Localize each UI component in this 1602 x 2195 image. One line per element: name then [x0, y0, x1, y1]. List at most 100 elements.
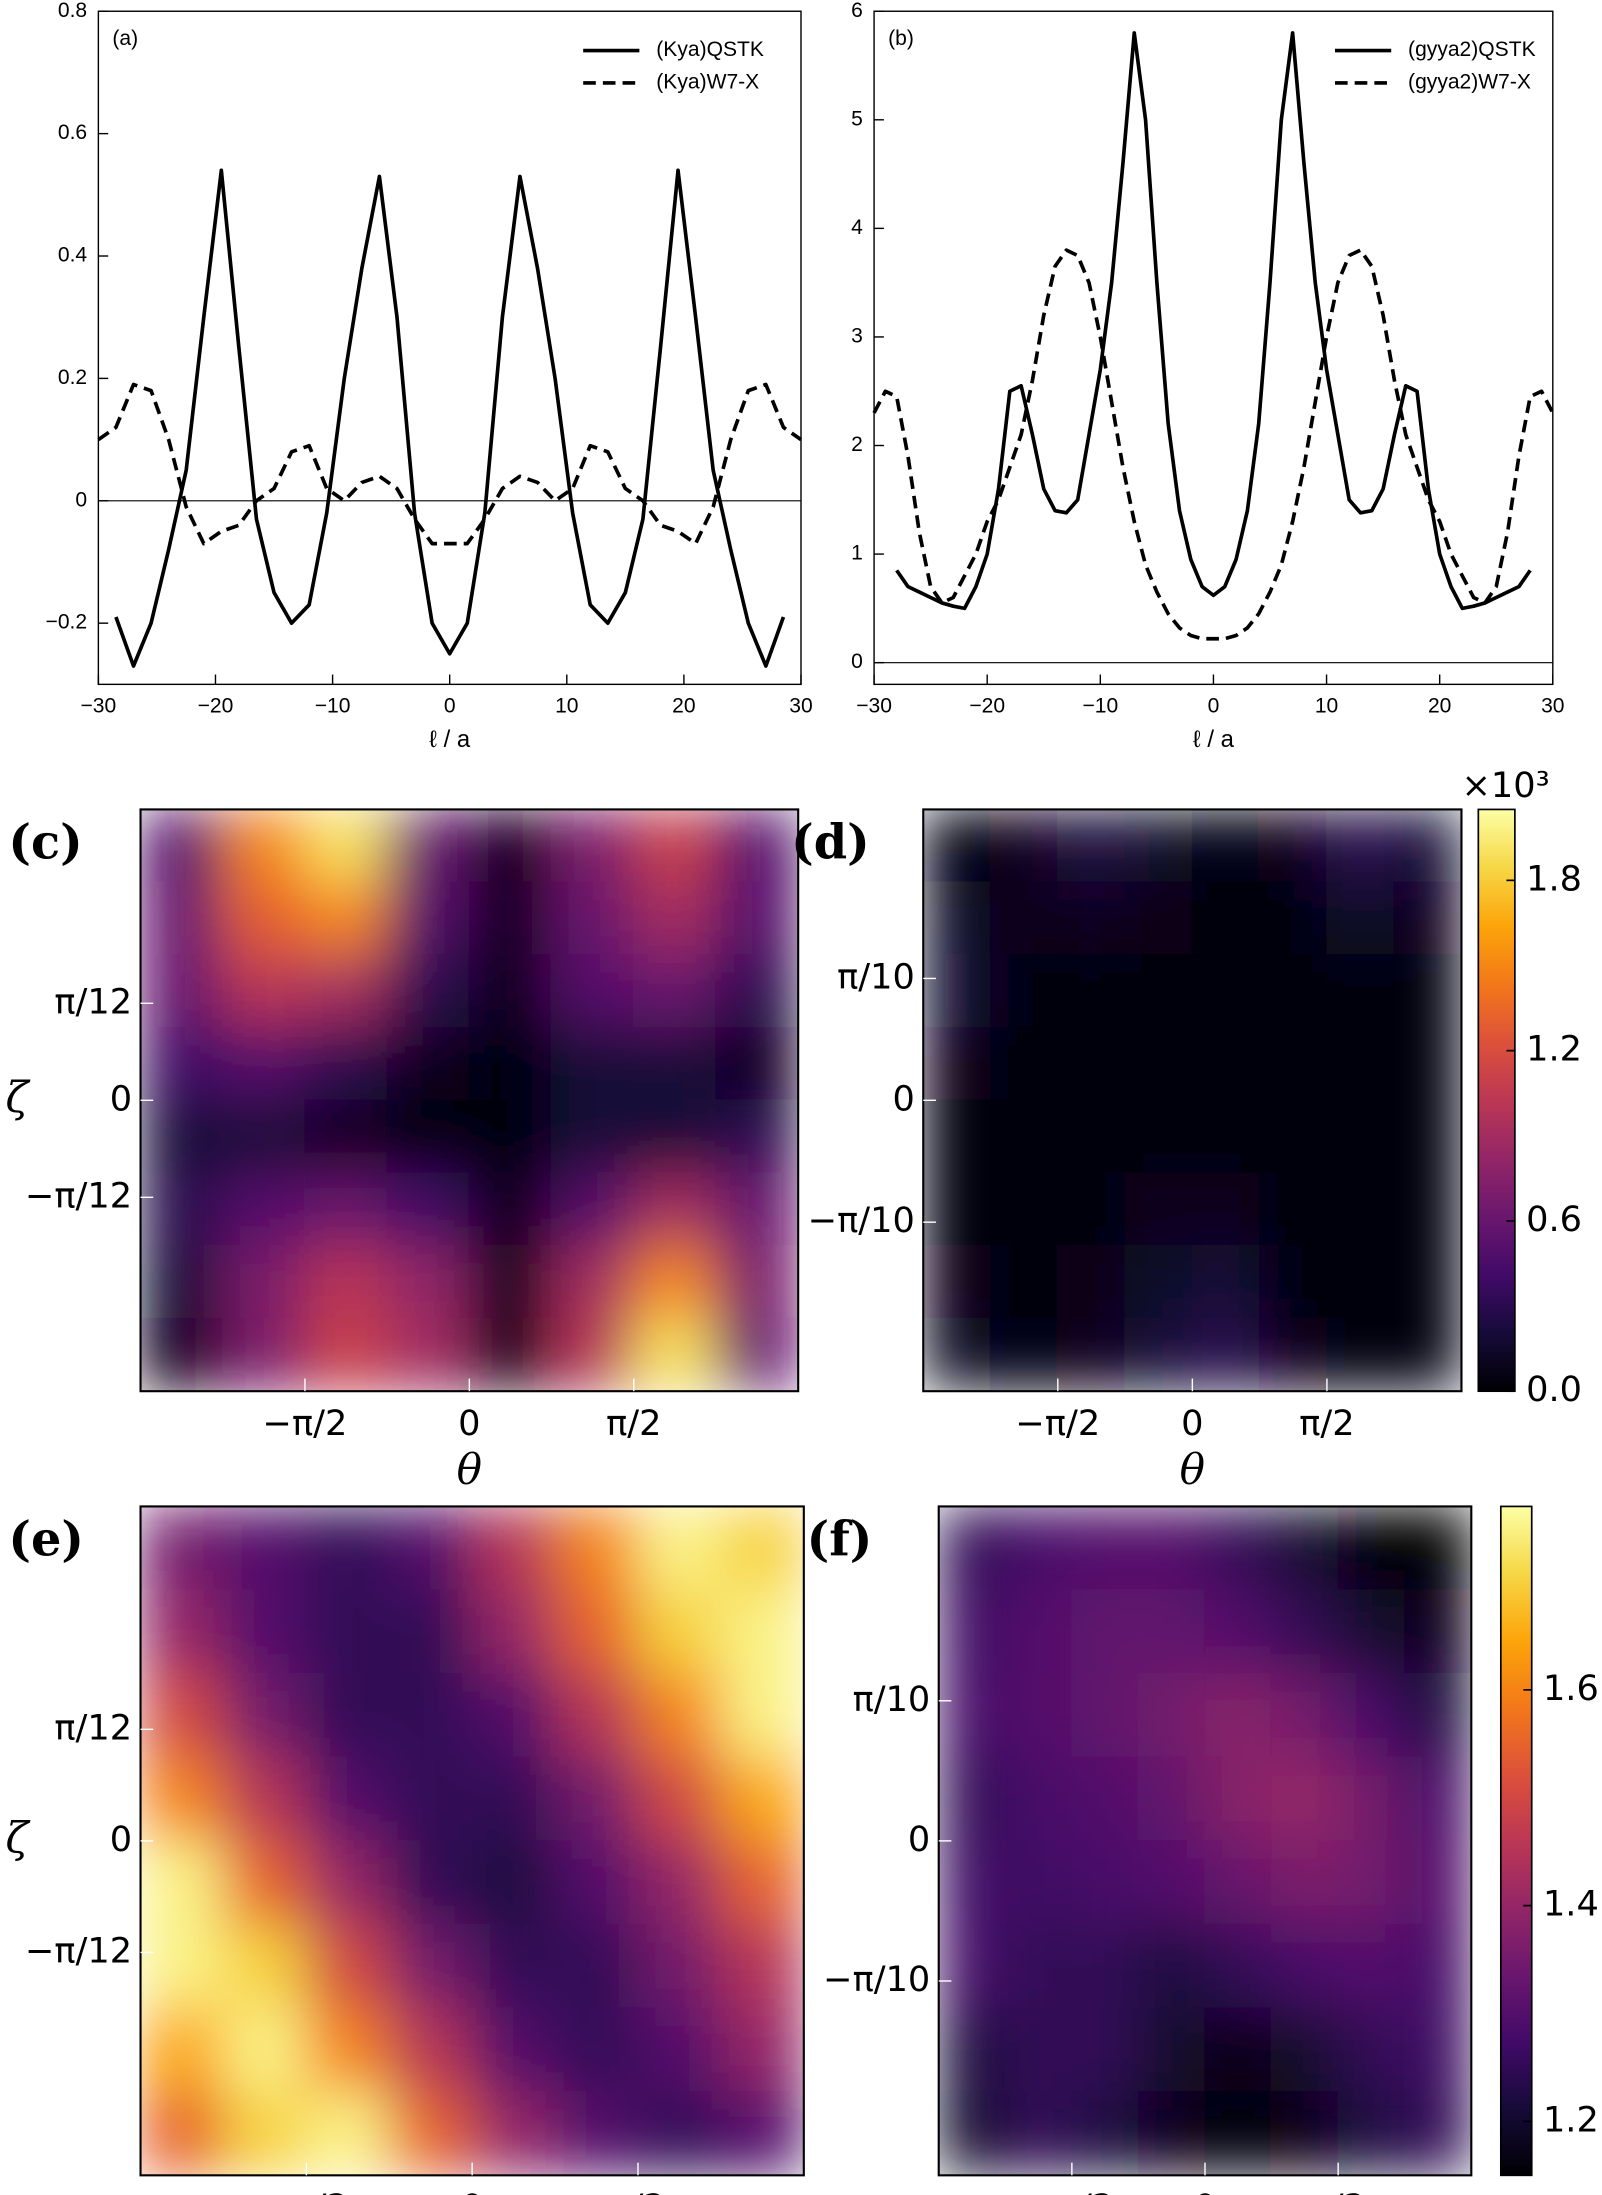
y-tick-label: −π/12 [25, 1175, 132, 1216]
heatmap-cell [222, 809, 306, 883]
heatmap-cell [1124, 1172, 1194, 1247]
heatmap-cell [1258, 1317, 1328, 1392]
heatmap-cells [140, 809, 799, 1392]
y-tick-label: 0.2 [58, 366, 87, 389]
heatmap-cell [222, 1245, 306, 1320]
legend-label: (gyya2)W7-X [1408, 70, 1531, 93]
heatmap-cell [222, 1317, 306, 1392]
heatmap-cell [923, 1026, 992, 1102]
heatmap-cell [140, 1026, 224, 1102]
y-tick-label: −π/10 [808, 1200, 915, 1241]
heatmap-cell [1326, 1026, 1395, 1102]
x-tick-label: −10 [315, 694, 351, 717]
heatmap-cell [140, 1840, 225, 1926]
heatmap-cell [1337, 2007, 1406, 2093]
heatmap-cell [468, 1026, 553, 1102]
y-tick-label: 0.4 [58, 244, 88, 267]
heatmap-cells [140, 1506, 804, 2176]
heatmap-cell [637, 2007, 722, 2093]
heatmap-cell [1071, 2007, 1140, 2093]
heatmap-cell [1404, 1840, 1472, 1926]
heatmap-cell [554, 1589, 639, 1675]
heatmap-cell [1124, 881, 1194, 956]
heatmap-cell [633, 1245, 717, 1320]
heatmap-cell [989, 1172, 1059, 1247]
heatmap-cell [304, 809, 388, 883]
heatmap-cell [1393, 809, 1462, 883]
x-tick-label: −10 [1082, 694, 1118, 717]
panel-label: (b) [888, 27, 914, 50]
heatmap-cell [637, 1840, 722, 1926]
heatmap-cell [222, 2007, 308, 2093]
heatmap-cell [938, 1756, 1006, 1842]
heatmap-cell [633, 881, 717, 956]
y-tick-label: π/12 [54, 981, 132, 1022]
colorbar [1477, 808, 1516, 1393]
heatmap-cell [923, 881, 992, 956]
x-tick-label: 0 [444, 694, 456, 717]
y-tick-label: 0 [908, 1819, 930, 1860]
heatmap-cell [1337, 1589, 1406, 1675]
heatmap-cell [1124, 1099, 1194, 1174]
heatmap-cell [720, 1923, 804, 2009]
heatmap-cell [637, 1923, 722, 2009]
heatmap-cell [1393, 1026, 1462, 1102]
heatmap-cell [1137, 1840, 1206, 1926]
heatmap-cell [386, 1245, 471, 1320]
panel-label: (a) [112, 27, 138, 50]
heatmap-cell [305, 1506, 390, 1591]
heatmap-cell [140, 1923, 225, 2009]
y-tick-label: π/10 [837, 956, 915, 997]
heatmap-cell [1337, 1756, 1406, 1842]
y-tick-label: 0 [75, 488, 87, 511]
y-axis-label: ζ [5, 1072, 30, 1121]
panel-label: (c) [8, 814, 82, 870]
heatmap-cell [1057, 1172, 1126, 1247]
heatmap-cell [1393, 1317, 1462, 1392]
legend-label: (Kya)QSTK [656, 38, 764, 61]
heatmap-cell [1057, 954, 1126, 1029]
y-tick-label: 0 [892, 1078, 914, 1119]
heatmap-cell [1270, 1589, 1339, 1675]
heatmap-cell [1124, 1317, 1194, 1392]
heatmap-cell [1326, 1172, 1395, 1247]
heatmap-cell [140, 1589, 225, 1675]
y-tick-label: −π/12 [25, 1930, 132, 1971]
heatmap-cell [1326, 954, 1395, 1029]
heatmap-cell [715, 809, 799, 883]
heatmap-cell [715, 881, 799, 956]
heatmap-cell [222, 1099, 306, 1174]
heatmap-cell [140, 1317, 224, 1392]
legend-label: (gyya2)QSTK [1408, 38, 1536, 61]
x-tick-label: −20 [198, 694, 234, 717]
heatmap-cell [1071, 1589, 1140, 1675]
heatmap-cell [1191, 809, 1261, 883]
x-tick-label: 20 [1428, 694, 1451, 717]
heatmap-cell [1337, 2091, 1406, 2176]
heatmap-cell [386, 1099, 471, 1174]
x-tick-label: −π/2 [263, 1403, 348, 1444]
heatmap-cell [386, 954, 471, 1029]
heatmap-cell [1071, 1756, 1140, 1842]
heatmap-cell [1004, 1756, 1073, 1842]
heatmap-cell [1326, 1099, 1395, 1174]
heatmap [938, 1506, 1472, 2176]
heatmap-cell [1204, 1506, 1273, 1591]
heatmap-cell [1124, 1245, 1194, 1320]
x-tick-label: 0 [458, 1403, 480, 1444]
y-tick-label: 3 [851, 325, 863, 348]
heatmap-cell [1004, 1923, 1073, 2009]
series-line [114, 168, 786, 668]
heatmap-cell [1057, 1099, 1126, 1174]
heatmap-cell [1004, 2091, 1073, 2176]
x-tick-label: 20 [672, 694, 695, 717]
heatmap-cell [1258, 1099, 1328, 1174]
heatmap-cell [1258, 1172, 1328, 1247]
heatmap-cell [637, 1756, 722, 1842]
colorbar-tick-label: 0.0 [1526, 1369, 1582, 1410]
heatmap-cell [720, 1506, 804, 1591]
heatmap-cell [1124, 1026, 1194, 1102]
heatmap-cell [1191, 881, 1261, 956]
y-tick-label: 4 [851, 216, 863, 239]
heatmap-cell [140, 954, 224, 1029]
